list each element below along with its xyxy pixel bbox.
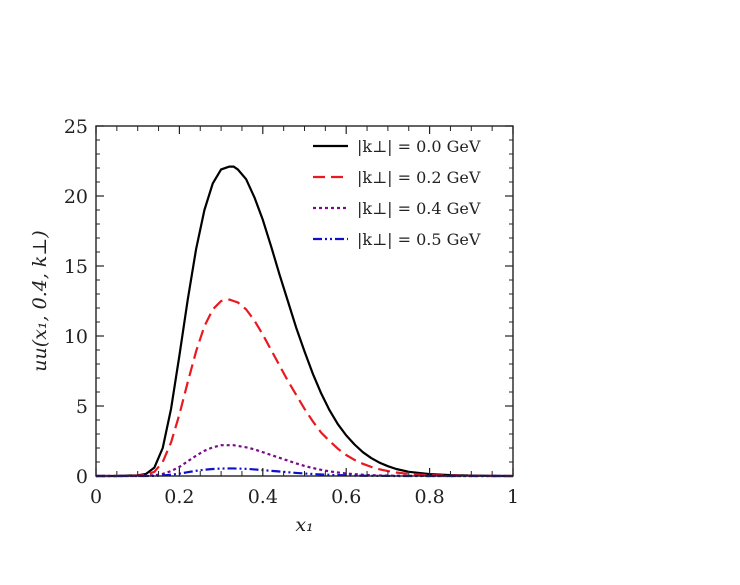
legend: |k⊥| = 0.0 GeV |k⊥| = 0.2 GeV |k⊥| = 0.4 G… xyxy=(313,137,481,249)
series-layer xyxy=(96,165,514,478)
y-tick-label: 25 xyxy=(64,116,88,138)
legend-label-3: |k⊥| = 0.4 GeV xyxy=(357,199,481,218)
legend-label-1: |k⊥| = 0.0 GeV xyxy=(357,137,481,156)
series-line-4 xyxy=(96,467,513,478)
x-tick-label: 0.4 xyxy=(248,486,278,508)
x-tick-label: 0.6 xyxy=(331,486,361,508)
y-tick-label: 15 xyxy=(64,256,88,278)
y-tick-label: 20 xyxy=(64,186,88,208)
legend-label-4: |k⊥| = 0.5 GeV xyxy=(357,230,481,249)
x-axis-label: x₁ xyxy=(295,514,313,536)
y-tick-label: 10 xyxy=(64,326,88,348)
x-tick-label: 0.2 xyxy=(164,486,194,508)
series-line-3 xyxy=(96,444,513,478)
legend-label-2: |k⊥| = 0.2 GeV xyxy=(357,168,481,187)
series-line-1 xyxy=(96,165,514,478)
x-tick-label: 0.8 xyxy=(414,486,444,508)
series-line-2 xyxy=(96,298,513,478)
y-tick-label: 0 xyxy=(76,466,88,488)
y-tick-label: 5 xyxy=(76,396,88,418)
x-tick-label: 0 xyxy=(90,486,102,508)
x-tick-label: 1 xyxy=(507,486,519,508)
y-axis-label: uu(x₁, 0.4, k⊥) xyxy=(29,230,51,371)
